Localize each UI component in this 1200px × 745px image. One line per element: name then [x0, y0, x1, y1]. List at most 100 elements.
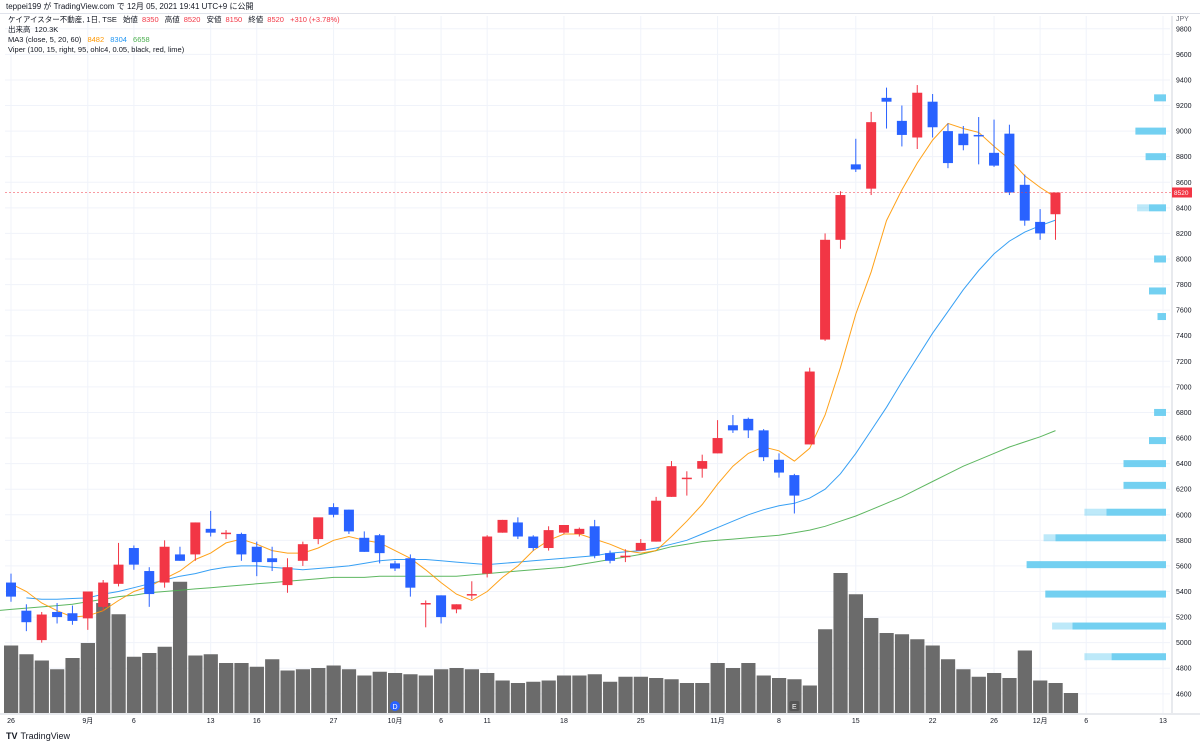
candle-body [558, 525, 569, 533]
price-tick-label: 7800 [1176, 282, 1192, 289]
volume-bar [925, 645, 940, 713]
legend-ohlc-row[interactable]: ケイアイスター不動産, 1日, TSE 始値 8350 高値 8520 安値 8150… [8, 15, 344, 25]
change-value: +310 (+3.78%) [290, 15, 340, 24]
volume-bar [848, 594, 863, 713]
volume-bar [526, 681, 541, 713]
volume-bar [572, 675, 587, 713]
candle-body [6, 582, 16, 597]
candle-body [159, 546, 170, 583]
publish-header: teppei199 が TradingView.com で 12月 05, 20… [0, 0, 1200, 14]
volume-bar [725, 668, 741, 713]
candle-body [1050, 192, 1061, 215]
candle-body [52, 611, 63, 618]
price-tick-label: 5400 [1176, 589, 1192, 596]
profile-bar [1026, 561, 1166, 569]
profile-bar [1157, 313, 1166, 321]
volume-bar [449, 668, 464, 713]
candle-body [942, 131, 953, 164]
price-tick-label: 9200 [1176, 103, 1192, 110]
candlesticks[interactable] [6, 85, 1061, 643]
legend-viper-row[interactable]: Viper (100, 15, right, 95, ohlc4, 0.05, … [8, 45, 344, 55]
volume-bar [234, 663, 249, 713]
profile-bar-light [1137, 204, 1149, 212]
volume-bar [956, 669, 971, 713]
candle-body [635, 542, 646, 551]
legend-volume-row[interactable]: 出来高 120.3K [8, 25, 344, 35]
volume-bar [587, 674, 602, 713]
volume-bar [603, 681, 618, 713]
candle-body [82, 591, 93, 619]
volume-bar [879, 633, 894, 713]
candle-body [436, 595, 447, 618]
candle-body [36, 614, 47, 641]
profile-bar-light [1084, 653, 1112, 661]
time-tick-label: 6 [439, 718, 443, 725]
volume-bar [188, 655, 203, 713]
candle-body [804, 371, 815, 445]
volume-bar [940, 659, 956, 713]
price-tick-label: 7400 [1176, 333, 1192, 340]
volume-bar [510, 683, 526, 713]
volume-bar [1063, 693, 1079, 713]
price-axis[interactable]: 4600 4800 5000 5200 5400 5600 5800 6000 6200 6400… [1171, 16, 1192, 713]
volume-bar [756, 675, 771, 713]
volume-bar [1033, 680, 1048, 713]
volume-label: 出来高 [8, 25, 31, 34]
tradingview-logo[interactable]: TV TradingView [6, 731, 70, 741]
volume-bar [495, 680, 510, 713]
time-tick-label: 27 [330, 718, 338, 725]
volume-bar [280, 670, 295, 713]
candle-body [251, 546, 262, 563]
candle-body [113, 564, 124, 584]
profile-bar [1123, 460, 1166, 468]
profile-bar [1154, 408, 1166, 416]
publish-credit: teppei199 が TradingView.com で 12月 05, 20… [6, 2, 254, 11]
price-tick-label: 8200 [1176, 231, 1192, 238]
price-tick-label: 8000 [1176, 256, 1192, 263]
candle-body [666, 466, 677, 497]
chart-legend: ケイアイスター不動産, 1日, TSE 始値 8350 高値 8520 安値 8150… [8, 15, 344, 55]
legend-ma-row[interactable]: MA3 (close, 5, 20, 60) 8482 8304 6658 [8, 35, 344, 45]
price-tick-label: 5600 [1176, 563, 1192, 570]
price-tick-label: 5000 [1176, 640, 1192, 647]
candle-body [313, 517, 324, 540]
volume-bar [142, 653, 157, 713]
time-axis[interactable]: 26 9月 6 13 16 27 10月 6 11 18 25 11月 8 15 22 26 12月 6 13 [0, 713, 1200, 725]
volume-bar [664, 679, 679, 713]
volume-bar [295, 669, 311, 713]
volume-bar [802, 685, 817, 713]
candle-body [727, 425, 738, 431]
candle-body [174, 554, 185, 561]
volume-bar [126, 656, 142, 713]
time-tick-label: 22 [929, 718, 937, 725]
time-tick-label: 13 [1159, 718, 1167, 725]
candle-body [896, 120, 907, 135]
price-tick-label: 9000 [1176, 129, 1192, 136]
candle-body [144, 571, 155, 595]
candle-body [866, 122, 877, 189]
volume-bar [633, 676, 648, 713]
volume-bar [910, 639, 925, 713]
candle-body [620, 555, 631, 558]
volume-bar [403, 674, 418, 713]
candle-body [820, 239, 831, 340]
profile-bar [1154, 94, 1166, 102]
volume-bar [818, 629, 833, 713]
profile-bar [1106, 508, 1166, 516]
candle-body [973, 134, 984, 137]
price-tick-label: 6000 [1176, 512, 1192, 519]
price-tick-label: 7600 [1176, 308, 1192, 315]
badge-label: D [392, 704, 397, 711]
badge-label: E [792, 704, 797, 711]
ma5-value: 8482 [87, 35, 105, 44]
candle-body [850, 164, 861, 170]
ma5-line [10, 122, 1056, 618]
profile-bar [1154, 255, 1166, 263]
candle-body [359, 537, 370, 552]
price-tick-label: 7000 [1176, 384, 1192, 391]
candle-body [21, 610, 32, 623]
price-tick-label: 8400 [1176, 205, 1192, 212]
